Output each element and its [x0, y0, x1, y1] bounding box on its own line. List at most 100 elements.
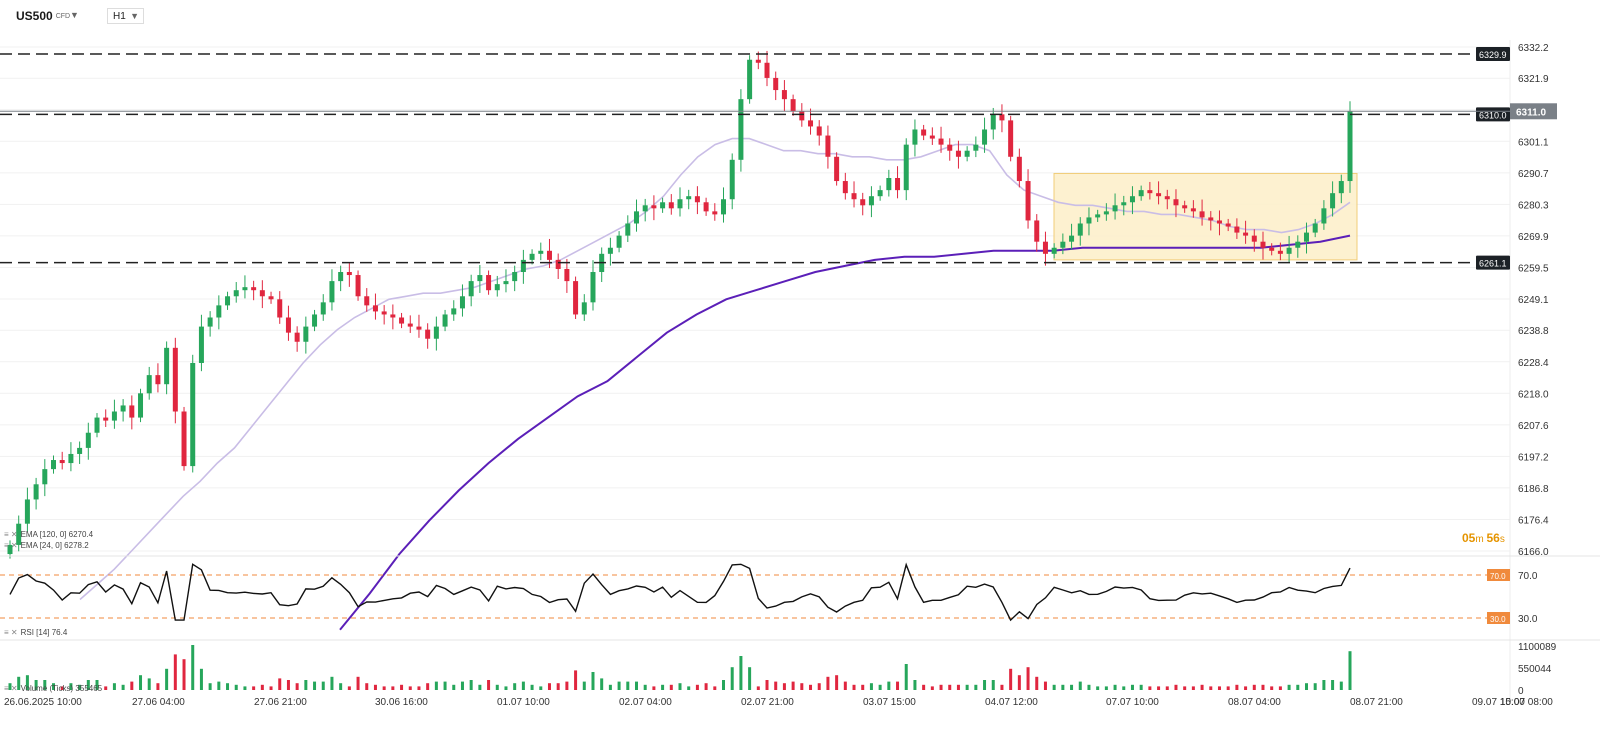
candle-body[interactable] [146, 375, 152, 394]
candle-body[interactable] [120, 405, 126, 412]
candle-body[interactable] [790, 99, 796, 112]
candle-body[interactable] [16, 523, 22, 545]
candle-body[interactable] [1277, 250, 1283, 254]
candle-body[interactable] [895, 178, 901, 191]
candle-body[interactable] [590, 272, 596, 303]
candle-body[interactable] [155, 375, 161, 385]
candle-body[interactable] [338, 272, 344, 282]
candle-body[interactable] [1095, 214, 1101, 218]
candle-body[interactable] [538, 250, 544, 254]
timeframe-selector[interactable]: H1 ▼ [107, 8, 144, 24]
candle-body[interactable] [1138, 190, 1144, 197]
candle-body[interactable] [459, 296, 465, 309]
candle-body[interactable] [399, 317, 405, 324]
candle-body[interactable] [738, 99, 744, 160]
volume-legend[interactable]: ≡ ✕ Volume (Ticks) 355465 [4, 684, 102, 693]
candle-body[interactable] [973, 144, 979, 151]
candle-body[interactable] [686, 196, 692, 200]
candle-body[interactable] [1182, 205, 1188, 209]
candle-body[interactable] [320, 302, 326, 315]
candle-body[interactable] [1086, 217, 1092, 224]
candle-body[interactable] [1069, 235, 1075, 242]
candle-body[interactable] [1008, 120, 1014, 157]
candle-body[interactable] [181, 411, 187, 467]
candle-body[interactable] [242, 287, 248, 291]
candle-body[interactable] [1216, 220, 1222, 224]
candle-body[interactable] [668, 202, 674, 209]
candle-body[interactable] [990, 114, 996, 130]
candle-body[interactable] [520, 259, 526, 273]
candle-body[interactable] [364, 296, 370, 306]
candle-body[interactable] [1321, 208, 1327, 224]
candle-body[interactable] [1016, 156, 1022, 182]
candle-body[interactable] [1129, 196, 1135, 203]
candle-body[interactable] [799, 111, 805, 121]
candle-body[interactable] [1208, 217, 1214, 221]
candle-body[interactable] [512, 272, 518, 282]
candle-body[interactable] [747, 59, 753, 100]
candle-body[interactable] [303, 326, 309, 342]
candle-body[interactable] [886, 178, 892, 191]
candle-body[interactable] [1156, 193, 1162, 197]
candle-body[interactable] [1042, 241, 1048, 254]
candle-body[interactable] [355, 275, 361, 297]
candle-body[interactable] [868, 196, 874, 206]
candle-body[interactable] [999, 114, 1005, 121]
candle-body[interactable] [294, 332, 300, 342]
candle-body[interactable] [1025, 181, 1031, 221]
candle-body[interactable] [1060, 241, 1066, 248]
candle-body[interactable] [33, 484, 39, 500]
candle-body[interactable] [616, 235, 622, 248]
candle-body[interactable] [660, 202, 666, 209]
candle-body[interactable] [721, 199, 727, 215]
candle-body[interactable] [486, 275, 492, 291]
candle-body[interactable] [277, 299, 283, 318]
candle-body[interactable] [625, 223, 631, 236]
candle-body[interactable] [207, 317, 213, 327]
candle-body[interactable] [1330, 193, 1336, 209]
candle-body[interactable] [1103, 211, 1109, 215]
candle-body[interactable] [903, 144, 909, 191]
candle-body[interactable] [1243, 232, 1249, 236]
candle-body[interactable] [755, 59, 761, 63]
candle-body[interactable] [285, 317, 291, 333]
candle-body[interactable] [816, 126, 822, 136]
candle-body[interactable] [451, 308, 457, 315]
candle-body[interactable] [877, 190, 883, 197]
candle-body[interactable] [433, 326, 439, 339]
candle-body[interactable] [851, 193, 857, 200]
ema-slow-legend[interactable]: ≡ ✕ EMA [120, 0] 6270.4 [4, 530, 93, 539]
candle-body[interactable] [442, 314, 448, 327]
candle-body[interactable] [138, 393, 144, 418]
candle-body[interactable] [1295, 241, 1301, 248]
candle-body[interactable] [172, 347, 178, 412]
candle-body[interactable] [1199, 211, 1205, 218]
candle-body[interactable] [929, 135, 935, 139]
candle-body[interactable] [651, 205, 657, 209]
candle-body[interactable] [1225, 223, 1231, 227]
candle-body[interactable] [1286, 247, 1292, 254]
candle-body[interactable] [860, 199, 866, 206]
candle-body[interactable] [77, 447, 83, 454]
candle-body[interactable] [190, 362, 196, 467]
candle-body[interactable] [1164, 196, 1170, 200]
indicator-settings-icon[interactable]: ≡ ✕ [4, 628, 18, 637]
candle-body[interactable] [416, 326, 422, 330]
rsi-legend[interactable]: ≡ ✕ RSI [14] 76.4 [4, 628, 67, 637]
candle-body[interactable] [1121, 202, 1127, 206]
candle-body[interactable] [164, 347, 170, 385]
candle-body[interactable] [312, 314, 318, 327]
candle-body[interactable] [1303, 232, 1309, 242]
candle-body[interactable] [712, 211, 718, 215]
candle-body[interactable] [329, 281, 335, 303]
candle-body[interactable] [425, 329, 431, 339]
candle-body[interactable] [251, 287, 257, 291]
candle-body[interactable] [1312, 223, 1318, 233]
candle-body[interactable] [773, 77, 779, 91]
candle-body[interactable] [764, 62, 770, 78]
candle-body[interactable] [1260, 241, 1266, 248]
symbol-selector[interactable]: US500 CFD [16, 9, 70, 23]
candle-body[interactable] [1338, 181, 1344, 194]
candle-body[interactable] [1051, 247, 1057, 254]
